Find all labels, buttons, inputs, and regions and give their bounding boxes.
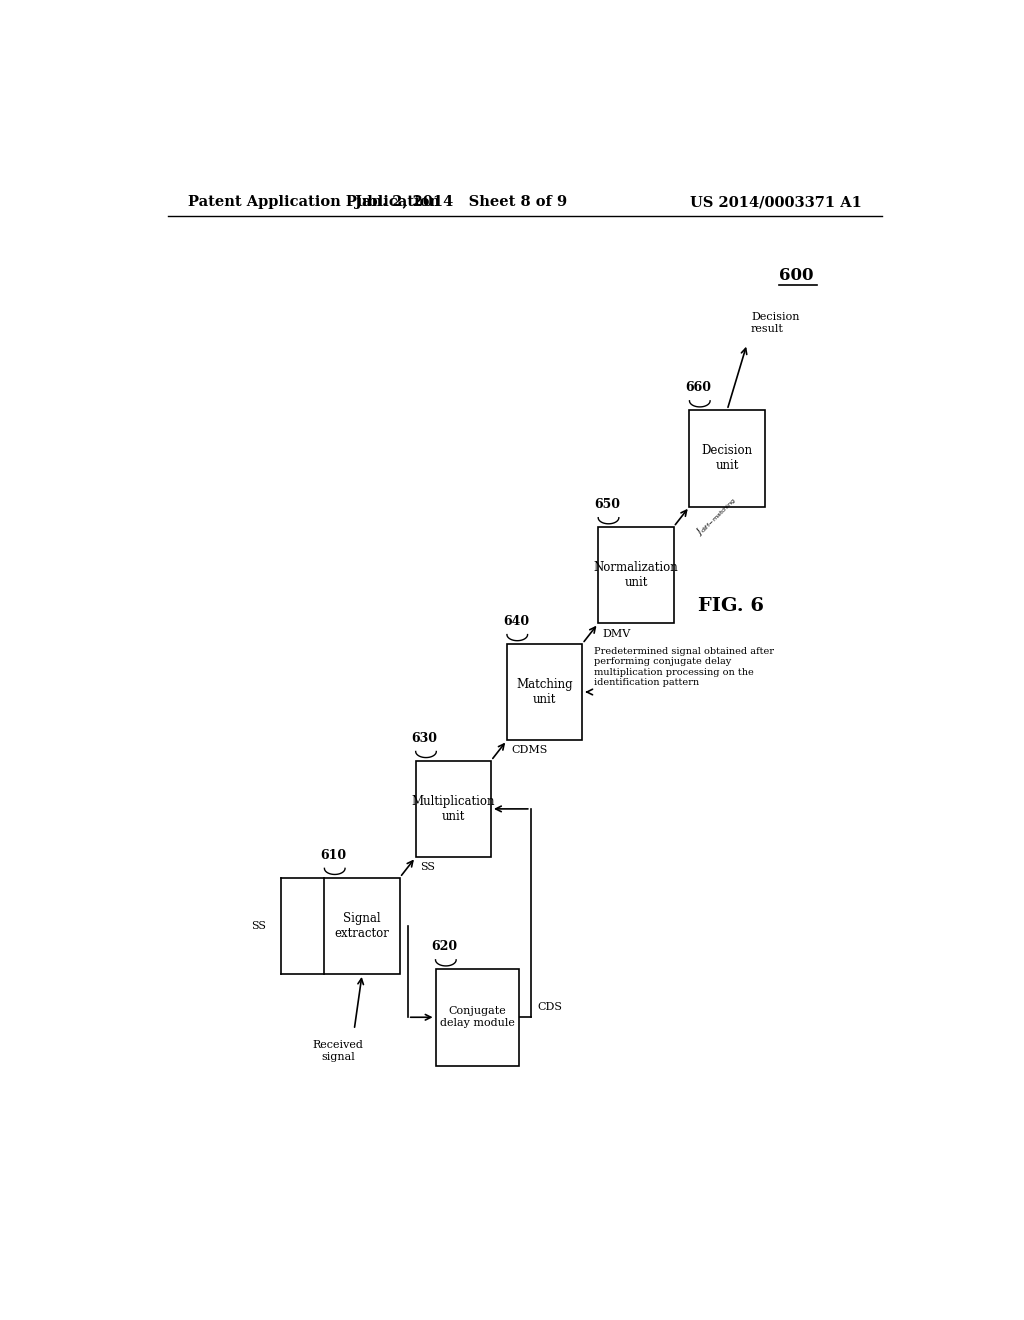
Text: Patent Application Publication: Patent Application Publication	[187, 195, 439, 209]
Text: 640: 640	[503, 615, 529, 628]
Text: Matching
unit: Matching unit	[516, 678, 573, 706]
Text: SS: SS	[252, 921, 266, 931]
Text: 630: 630	[412, 731, 437, 744]
Text: Conjugate
delay module: Conjugate delay module	[439, 1006, 515, 1028]
FancyBboxPatch shape	[435, 969, 519, 1065]
Text: 620: 620	[431, 940, 458, 953]
Text: SS: SS	[420, 862, 434, 873]
Text: 610: 610	[321, 849, 346, 862]
Text: 650: 650	[594, 498, 621, 511]
Text: Multiplication
unit: Multiplication unit	[412, 795, 496, 822]
Text: US 2014/0003371 A1: US 2014/0003371 A1	[690, 195, 862, 209]
Text: Normalization
unit: Normalization unit	[594, 561, 678, 589]
Text: FIG. 6: FIG. 6	[698, 597, 764, 615]
Text: Jan. 2, 2014   Sheet 8 of 9: Jan. 2, 2014 Sheet 8 of 9	[355, 195, 567, 209]
Text: Predetermined signal obtained after
performing conjugate delay
multiplication pr: Predetermined signal obtained after perf…	[594, 647, 774, 686]
FancyBboxPatch shape	[416, 760, 492, 857]
FancyBboxPatch shape	[598, 527, 674, 623]
Text: Signal
extractor: Signal extractor	[335, 912, 389, 940]
FancyBboxPatch shape	[689, 411, 765, 507]
Text: 660: 660	[685, 381, 712, 395]
Text: DMV: DMV	[602, 628, 631, 639]
Text: Received
signal: Received signal	[313, 1040, 364, 1061]
Text: CDS: CDS	[538, 1002, 562, 1012]
Text: $J_{\rm diff\!-\!matching}$: $J_{\rm diff\!-\!matching}$	[693, 494, 739, 540]
FancyBboxPatch shape	[507, 644, 583, 741]
Text: Decision
unit: Decision unit	[701, 445, 753, 473]
Text: CDMS: CDMS	[511, 746, 547, 755]
Text: 600: 600	[778, 267, 813, 284]
Text: Decision
result: Decision result	[751, 312, 800, 334]
FancyBboxPatch shape	[325, 878, 399, 974]
